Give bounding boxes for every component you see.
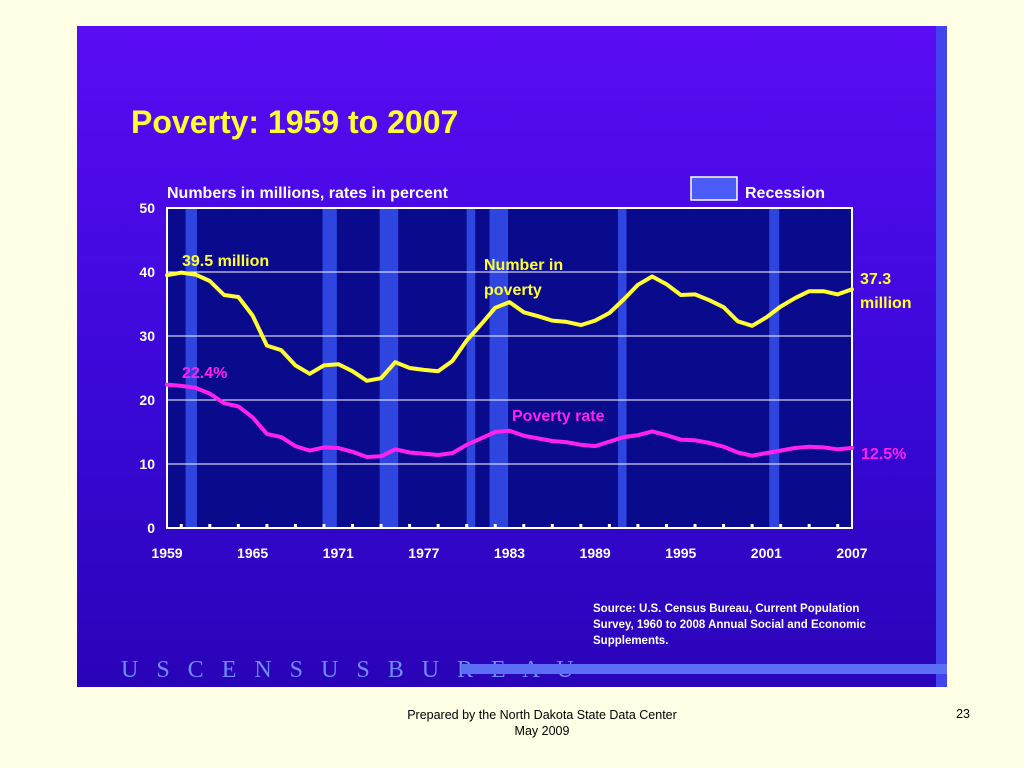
x-tick-mark <box>550 524 554 528</box>
annotation-number-start: 39.5 million <box>182 253 269 270</box>
x-tick-label: 1971 <box>323 545 354 561</box>
x-tick-mark <box>607 524 611 528</box>
recession-band-0 <box>185 208 197 528</box>
y-tick-label: 30 <box>139 328 155 344</box>
recession-band-5 <box>617 208 627 528</box>
x-tick-mark <box>293 524 297 528</box>
axes: 0 10 20 30 40 50 1959 1965 1971 1977 1983 1989 1995 2… <box>139 200 867 561</box>
x-tick-label: 1995 <box>665 545 696 561</box>
gridlines <box>167 271 852 465</box>
source-line-1: Source: U.S. Census Bureau, Current Popu… <box>593 603 860 615</box>
footer-credit: Prepared by the North Dakota State Data … <box>342 707 742 739</box>
recession-band-6 <box>769 208 780 528</box>
x-tick-mark <box>379 524 383 528</box>
x-tick-mark <box>807 524 811 528</box>
x-tick-label: 1959 <box>151 545 182 561</box>
x-tick-label: 2007 <box>836 545 867 561</box>
x-tick-mark <box>408 524 412 528</box>
x-tick-label: 1989 <box>580 545 611 561</box>
source-line-3: Supplements. <box>593 635 669 647</box>
x-tick-mark <box>836 524 840 528</box>
x-tick-mark <box>322 524 326 528</box>
recession-band-3 <box>466 208 476 528</box>
footer-credit-line-2: May 2009 <box>514 724 570 738</box>
x-tick-mark <box>664 524 668 528</box>
legend-recession-swatch <box>690 176 738 201</box>
x-tick-mark <box>351 524 355 528</box>
x-tick-label: 1965 <box>237 545 268 561</box>
x-tick-mark <box>465 524 469 528</box>
annotation-number-end-1: 37.3 <box>860 271 891 288</box>
x-tick-mark <box>493 524 497 528</box>
slide-title: Poverty: 1959 to 2007 <box>131 104 459 140</box>
annotation-number-label-2: poverty <box>484 282 542 299</box>
footer-credit-line-1: Prepared by the North Dakota State Data … <box>407 708 677 722</box>
x-tick-mark <box>522 524 526 528</box>
x-tick-mark <box>208 524 212 528</box>
plot-area <box>167 208 852 528</box>
x-tick-label: 1977 <box>408 545 439 561</box>
x-tick-mark <box>579 524 583 528</box>
page-number: 23 <box>956 707 970 721</box>
x-tick-mark <box>179 524 183 528</box>
annotation-rate-end: 12.5% <box>861 446 906 463</box>
y-tick-label: 0 <box>147 520 155 536</box>
x-tick-mark <box>265 524 269 528</box>
series-line-poverty-rate <box>165 382 854 459</box>
x-tick-mark <box>722 524 726 528</box>
y-tick-label: 50 <box>139 200 155 216</box>
x-tick-mark <box>693 524 697 528</box>
y-tick-label: 10 <box>139 456 155 472</box>
x-tick-mark <box>636 524 640 528</box>
x-tick-mark <box>750 524 754 528</box>
recession-band-1 <box>322 208 337 528</box>
annotation-rate-start: 22.4% <box>182 365 227 382</box>
x-tick-mark <box>436 524 440 528</box>
series-lines <box>165 270 854 459</box>
logo-bar <box>461 664 947 674</box>
y-tick-label: 20 <box>139 392 155 408</box>
series-line-number-in-poverty <box>165 270 854 383</box>
annotation-number-end-2: million <box>860 295 912 312</box>
source-note: Source: U.S. Census Bureau, Current Popu… <box>593 601 913 649</box>
x-tick-label: 2001 <box>751 545 782 561</box>
x-tick-mark <box>779 524 783 528</box>
recession-band-4 <box>489 208 509 528</box>
x-tick-mark <box>236 524 240 528</box>
plot-border <box>166 207 853 529</box>
legend-recession-label: Recession <box>745 185 825 202</box>
source-line-2: Survey, 1960 to 2008 Annual Social and E… <box>593 619 866 631</box>
x-tick-label: 1983 <box>494 545 525 561</box>
annotation-number-label-1: Number in <box>484 257 563 274</box>
right-border-stripe <box>936 26 947 687</box>
chart-subtitle: Numbers in millions, rates in percent <box>167 185 449 202</box>
annotation-rate-label: Poverty rate <box>512 408 605 425</box>
y-tick-label: 40 <box>139 264 155 280</box>
